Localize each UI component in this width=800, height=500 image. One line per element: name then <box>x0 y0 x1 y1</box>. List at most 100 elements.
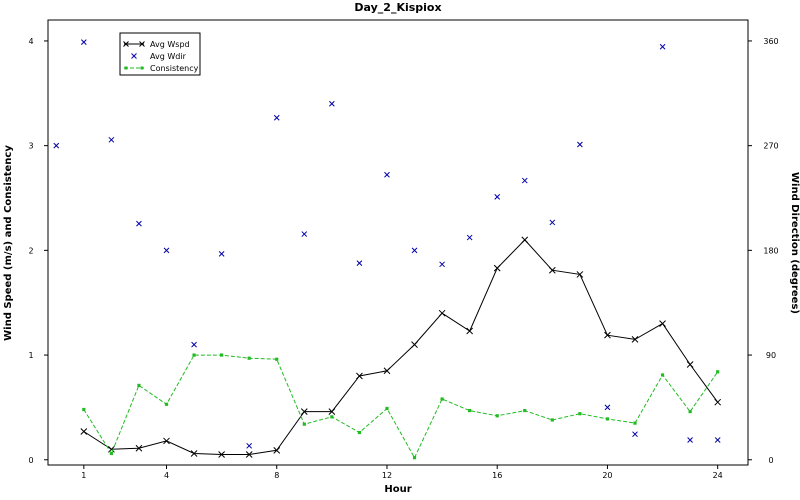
point-consistency <box>440 397 444 401</box>
point-avg-wdir <box>659 43 666 50</box>
point-consistency <box>578 412 582 416</box>
point-avg-wdir-b <box>273 114 280 121</box>
y-right-tick-label: 270 <box>763 142 778 151</box>
point-avg-wspd <box>190 450 198 457</box>
point-avg-wspd-b <box>245 451 253 458</box>
legend: Avg Wspd Avg Wdir Consistency <box>119 32 201 76</box>
point-avg-wdir <box>714 437 721 443</box>
point-avg-wdir <box>687 437 693 443</box>
y-axis-label-left: Wind Speed (m/s) and Consistency <box>3 145 14 341</box>
point-avg-wspd <box>631 335 639 343</box>
point-avg-wspd <box>493 264 501 272</box>
point-avg-wdir <box>604 404 611 411</box>
point-avg-wdir <box>521 177 528 184</box>
point-avg-wdir <box>218 250 225 257</box>
point-avg-wdir <box>466 234 473 241</box>
point-avg-wdir <box>80 39 87 45</box>
point-avg-wspd-b <box>328 408 336 415</box>
point-avg-wspd-b <box>576 271 584 278</box>
x-tick-label: 4 <box>164 471 169 480</box>
legend-marker-avg-wdir <box>131 53 137 59</box>
point-avg-wspd-b <box>356 372 363 380</box>
point-avg-wspd-b <box>80 428 88 435</box>
point-consistency <box>192 353 196 357</box>
point-consistency <box>550 418 554 422</box>
point-avg-wdir <box>108 136 115 143</box>
point-avg-wspd <box>328 408 336 415</box>
point-avg-wspd <box>245 451 253 458</box>
point-avg-wdir-b <box>356 260 363 267</box>
x-tick-label: 20 <box>602 471 612 480</box>
point-avg-wspd-b <box>521 236 529 244</box>
point-avg-wdir-b <box>191 341 197 348</box>
point-consistency <box>660 373 665 377</box>
legend-marker-avg-wspd-end <box>139 41 145 47</box>
legend-marker-consistency <box>124 66 128 70</box>
point-avg-wdir <box>411 247 418 254</box>
x-tick-label: 8 <box>274 471 279 480</box>
point-avg-wspd-b <box>438 309 446 317</box>
point-avg-wdir-b <box>659 43 666 50</box>
point-avg-wspd-b <box>190 450 198 457</box>
point-consistency <box>357 430 362 435</box>
point-avg-wspd <box>659 320 666 328</box>
y-left-tick-label: 0 <box>28 456 33 465</box>
point-avg-wspd-b <box>493 264 501 272</box>
point-avg-wdir <box>136 220 142 227</box>
legend-marker-avg-wspd <box>123 41 129 47</box>
point-avg-wspd <box>80 428 88 435</box>
x-tick-label: 16 <box>492 471 502 480</box>
y-left-tick-label: 1 <box>28 351 33 360</box>
legend-label-avg-wdir: Avg Wdir <box>150 52 187 61</box>
point-consistency <box>633 421 637 425</box>
point-consistency <box>688 410 692 414</box>
x-tick-label: 1 <box>81 471 86 480</box>
point-avg-wdir-b <box>687 437 693 443</box>
point-avg-wspd <box>466 327 474 335</box>
series-line-avg-wspd <box>83 239 719 455</box>
x-axis-label: Hour <box>384 484 411 495</box>
point-consistency <box>605 417 610 421</box>
point-avg-wdir <box>439 261 445 268</box>
plot-frame <box>47 19 749 466</box>
point-avg-wspd <box>521 236 529 244</box>
point-consistency <box>247 356 251 360</box>
point-avg-wspd <box>218 451 225 458</box>
point-avg-wspd <box>273 446 281 454</box>
point-avg-wdir <box>356 260 363 267</box>
point-consistency <box>716 370 720 374</box>
point-avg-wdir-b <box>301 231 308 237</box>
point-avg-wdir <box>384 171 390 178</box>
point-consistency <box>523 408 527 413</box>
point-avg-wdir <box>191 341 197 348</box>
y-right-tick-label: 90 <box>766 351 776 360</box>
point-avg-wdir-b <box>246 442 253 449</box>
point-avg-wdir-b <box>384 171 390 178</box>
point-avg-wspd-b <box>108 445 115 453</box>
point-avg-wspd <box>135 444 143 452</box>
point-avg-wspd <box>576 271 584 278</box>
point-avg-wdir-b <box>577 141 583 148</box>
point-avg-wspd <box>108 445 115 453</box>
point-consistency <box>412 456 417 460</box>
point-avg-wspd-b <box>714 398 722 406</box>
point-avg-wdir-b <box>439 261 445 268</box>
point-avg-wspd <box>356 372 363 380</box>
point-avg-wdir-b <box>53 142 60 149</box>
point-avg-wdir <box>273 114 280 121</box>
point-avg-wdir-b <box>521 177 528 184</box>
point-avg-wspd <box>163 437 170 445</box>
point-avg-wdir <box>163 247 170 254</box>
point-avg-wspd-b <box>686 361 694 368</box>
x-tick-label: 24 <box>713 471 723 480</box>
series-layer <box>53 39 722 460</box>
point-avg-wdir <box>53 142 60 149</box>
legend-marker-avg-wspd-end-b <box>139 41 145 47</box>
point-avg-wdir <box>549 219 556 226</box>
y-right-tick-label: 180 <box>763 246 778 255</box>
y-left-tick-label: 3 <box>28 142 33 151</box>
point-avg-wdir-b <box>714 437 721 443</box>
point-consistency <box>164 402 169 406</box>
